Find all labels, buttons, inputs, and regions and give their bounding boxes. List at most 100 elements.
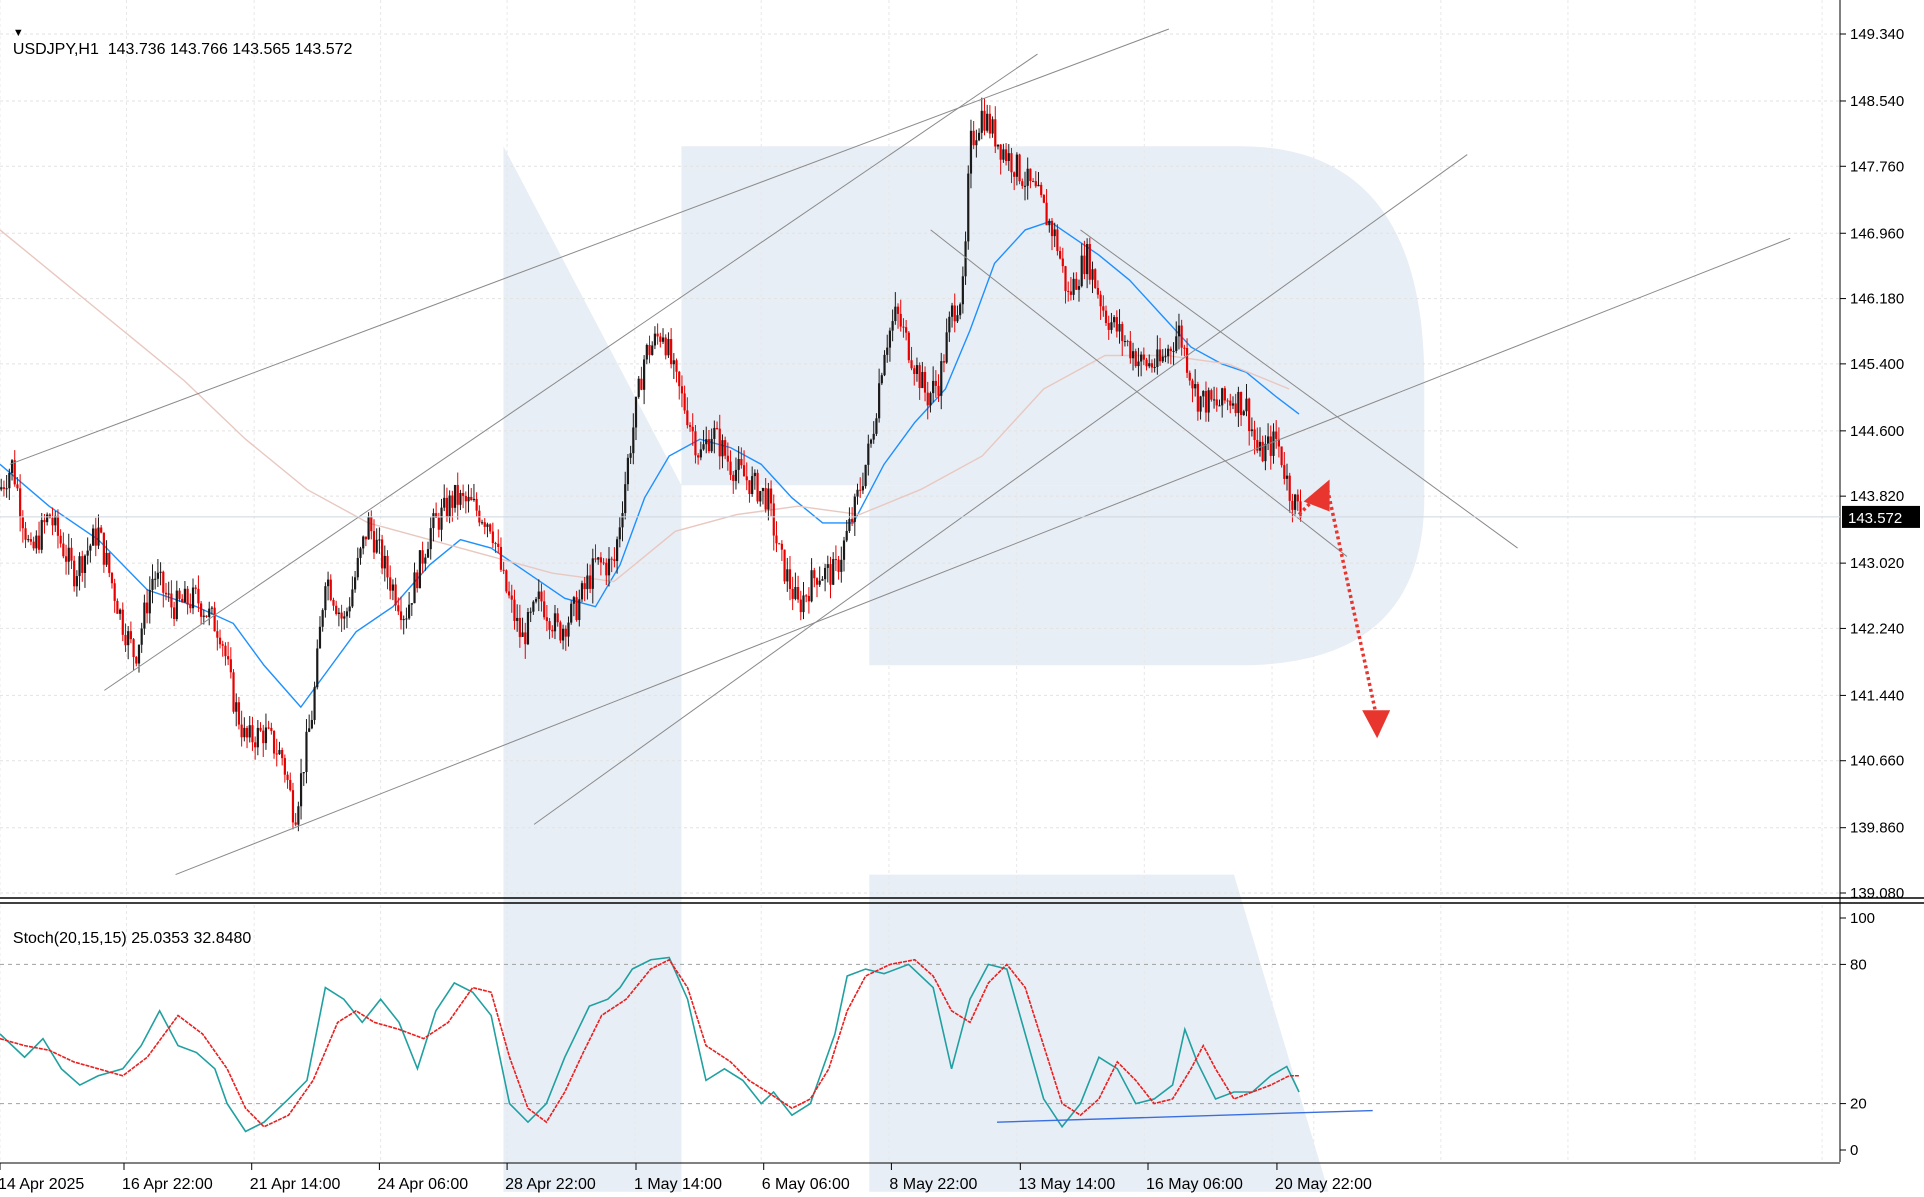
candle-body <box>1075 278 1078 290</box>
candle-body <box>470 496 473 501</box>
candle-body <box>691 426 694 432</box>
candle-body <box>734 469 738 481</box>
candle-body <box>551 629 554 632</box>
candle-body <box>940 361 943 396</box>
candle-body <box>173 607 176 620</box>
candle-body <box>1291 500 1294 510</box>
candle-body <box>308 728 311 732</box>
time-axis[interactable]: 14 Apr 2025 16 Apr 22:00 21 Apr 14:00 24 Ap… <box>0 1163 1372 1193</box>
candle-body <box>1123 341 1127 343</box>
candle-body <box>348 606 351 612</box>
candle-body <box>270 727 273 731</box>
trendline <box>1080 229 1518 549</box>
candle-body <box>907 332 910 361</box>
candle-body <box>29 539 33 542</box>
candle-body <box>1196 384 1199 412</box>
watermark-r-stem <box>503 146 1234 1192</box>
candle-body <box>961 276 964 305</box>
candle-body <box>48 514 51 518</box>
candle-body <box>291 790 295 823</box>
candle-body <box>570 603 573 623</box>
candle-body <box>724 440 727 456</box>
candle-body <box>1059 250 1062 259</box>
candle-body <box>81 556 84 573</box>
candle-body <box>140 628 143 645</box>
candle-body <box>1202 391 1205 397</box>
candle-body <box>1048 220 1051 226</box>
candle-body <box>286 774 289 780</box>
candle-body <box>1272 431 1275 456</box>
candle-body <box>856 489 859 497</box>
candle-body <box>43 520 46 523</box>
candle-body <box>464 495 467 502</box>
candle-body <box>1013 172 1016 177</box>
candle-body <box>869 439 873 444</box>
candle-body <box>521 632 524 637</box>
candle-body <box>110 572 114 584</box>
candle-body <box>54 515 57 526</box>
candle-body <box>310 719 313 729</box>
candle-body <box>491 531 494 544</box>
candle-body <box>448 495 451 518</box>
trendline <box>9 28 1170 465</box>
candle-body <box>1266 436 1270 444</box>
candle-body <box>894 306 897 322</box>
candle-body <box>861 486 865 491</box>
candle-body <box>1156 349 1159 367</box>
watermark-r-leg <box>869 874 1329 1192</box>
time-tick-label: 21 Apr 14:00 <box>250 1176 341 1193</box>
candle-body <box>321 610 324 627</box>
candle-body <box>2 487 6 489</box>
candle-body <box>910 360 913 369</box>
candle-body <box>1194 384 1197 389</box>
candle-body <box>721 440 724 457</box>
candle-body <box>256 727 259 748</box>
candle-body <box>567 622 570 637</box>
candle-body <box>753 472 756 477</box>
candle-body <box>1256 440 1259 451</box>
candle-body <box>259 727 262 731</box>
candle-body <box>643 359 646 390</box>
candle-body <box>1061 258 1064 267</box>
collapse-triangle-icon[interactable]: ▼ <box>12 27 24 39</box>
candle-body <box>1172 350 1175 352</box>
candle-body <box>1142 354 1145 360</box>
candle-body <box>1088 244 1091 280</box>
price-axis[interactable]: 149.340 148.540 147.760 146.960 146.180 145.4… <box>1840 26 1904 902</box>
candle-body <box>561 628 565 641</box>
candle-body <box>661 337 665 342</box>
candle-body <box>761 488 765 492</box>
candle-body <box>775 535 778 544</box>
candle-body <box>1183 347 1186 349</box>
candle-body <box>1199 396 1202 412</box>
candle-body <box>356 557 359 578</box>
candle-body <box>1091 269 1094 280</box>
candle-body <box>137 644 141 664</box>
candle-body <box>1053 229 1056 237</box>
candle-body <box>664 337 667 356</box>
candle-body <box>548 621 551 630</box>
candle-body <box>151 578 154 590</box>
candle-body <box>19 488 22 517</box>
candle-body <box>751 476 754 495</box>
candle-body <box>243 727 246 738</box>
candle-body <box>529 611 532 613</box>
candle-body <box>472 498 476 501</box>
candle-body <box>1026 168 1029 186</box>
candle-body <box>480 522 484 524</box>
candle-body <box>272 730 276 754</box>
candle-body <box>645 344 648 360</box>
candle-body <box>813 570 816 579</box>
candle-body <box>345 611 349 617</box>
candle-body <box>1294 494 1297 510</box>
candle-body <box>299 773 303 807</box>
stoch-header: Stoch(20,15,15) 25.0353 32.8480 <box>4 912 251 948</box>
candle-body <box>807 595 810 602</box>
candle-body <box>313 687 316 720</box>
stoch-tick-label: 20 <box>1850 1096 1867 1113</box>
candle-body <box>1072 278 1075 295</box>
time-tick-label: 8 May 22:00 <box>889 1176 977 1193</box>
candle-body <box>278 750 281 755</box>
candle-body <box>1040 184 1043 196</box>
